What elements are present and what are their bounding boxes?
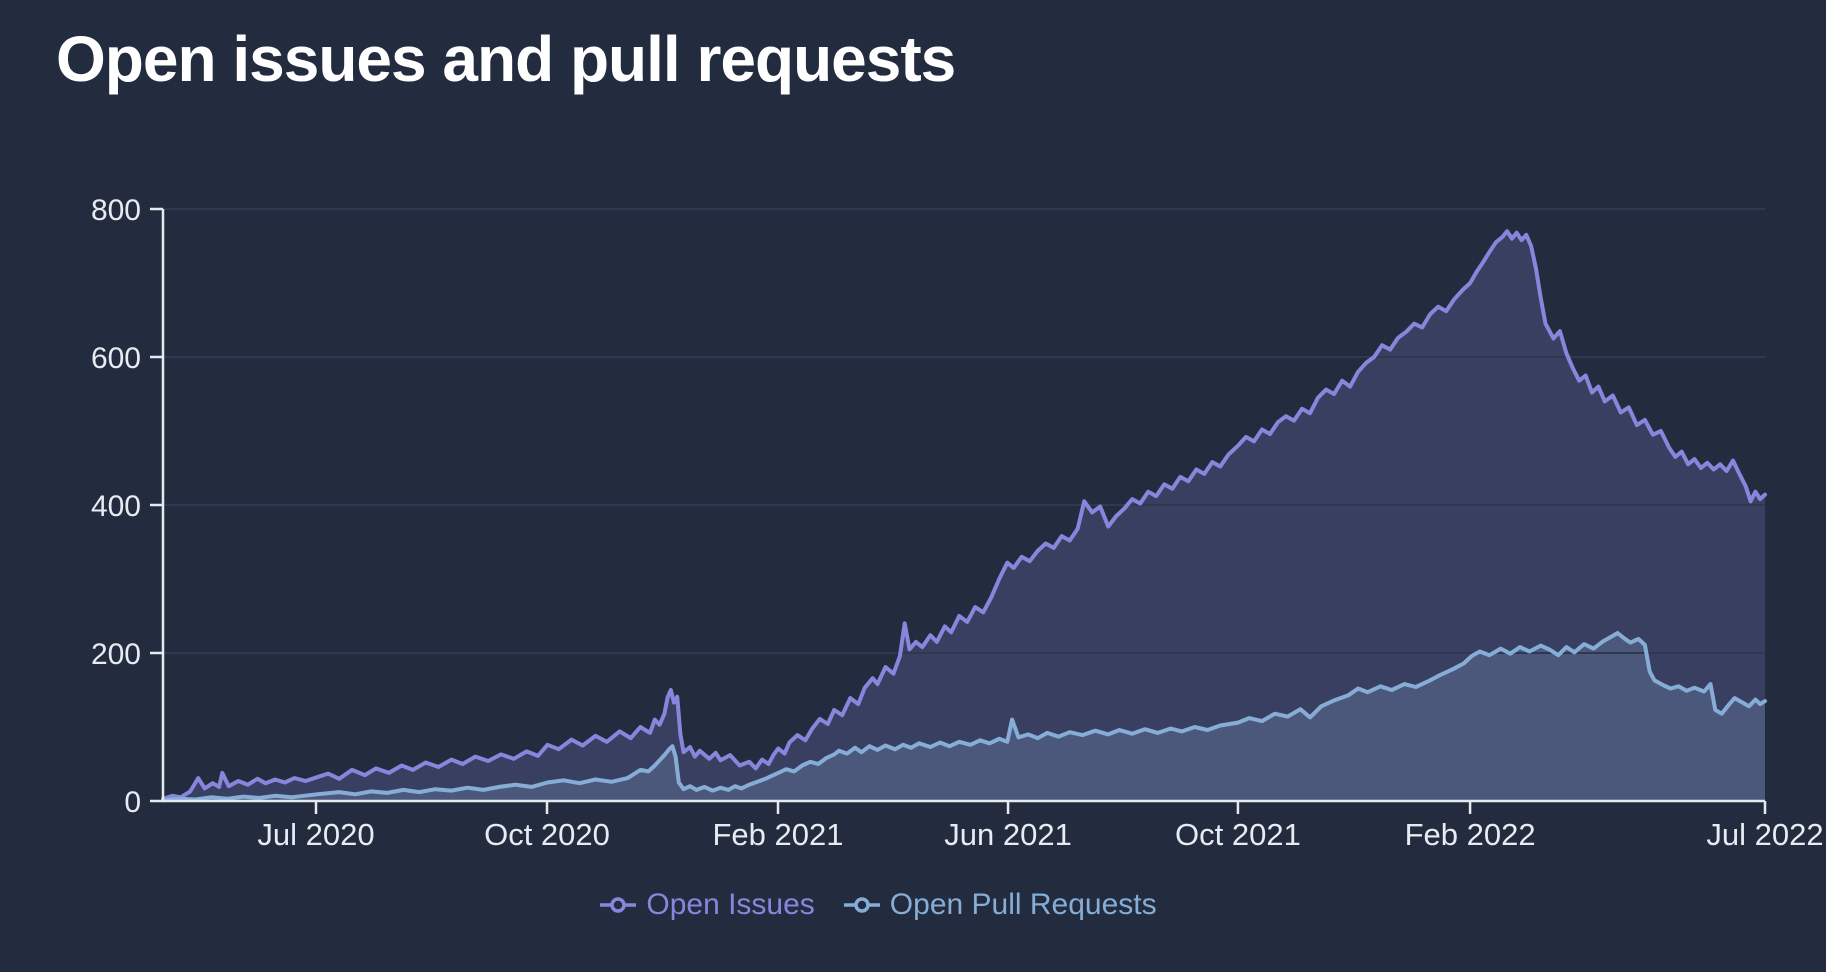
x-tick-label-0: Jul 2020 <box>257 817 374 852</box>
legend-line-marker-icon <box>600 897 637 913</box>
y-tick-label-400: 400 <box>91 490 141 523</box>
x-tick-label-4: Oct 2021 <box>1175 817 1301 852</box>
x-tick-label-1: Oct 2020 <box>484 817 610 852</box>
legend-line-marker-icon <box>843 897 880 913</box>
x-tick-label-3: Jun 2021 <box>944 817 1072 852</box>
chart-title: Open issues and pull requests <box>56 23 956 95</box>
series-line-2 <box>161 631 1767 803</box>
series-line-1 <box>161 229 1767 801</box>
legend-item-open-issues[interactable]: Open Issues <box>599 888 815 922</box>
series-area-2 <box>163 633 1765 801</box>
series-area-1 <box>163 231 1765 801</box>
legend-label: Open Issues <box>646 888 815 921</box>
y-tick-label-800: 800 <box>91 194 141 227</box>
legend-item-open-pull-requests[interactable]: Open Pull Requests <box>843 888 1157 922</box>
x-tick-label-2: Feb 2021 <box>713 817 844 852</box>
x-tick-label-5: Feb 2022 <box>1405 817 1536 852</box>
legend-label: Open Pull Requests <box>889 888 1157 921</box>
chart-legend: Open Issues Open Pull Requests <box>0 888 1791 922</box>
y-tick-label-600: 600 <box>91 342 141 375</box>
y-tick-label-0: 0 <box>124 786 141 819</box>
x-tick-label-6: Jul 2022 <box>1706 817 1823 852</box>
y-tick-label-200: 200 <box>91 638 141 671</box>
